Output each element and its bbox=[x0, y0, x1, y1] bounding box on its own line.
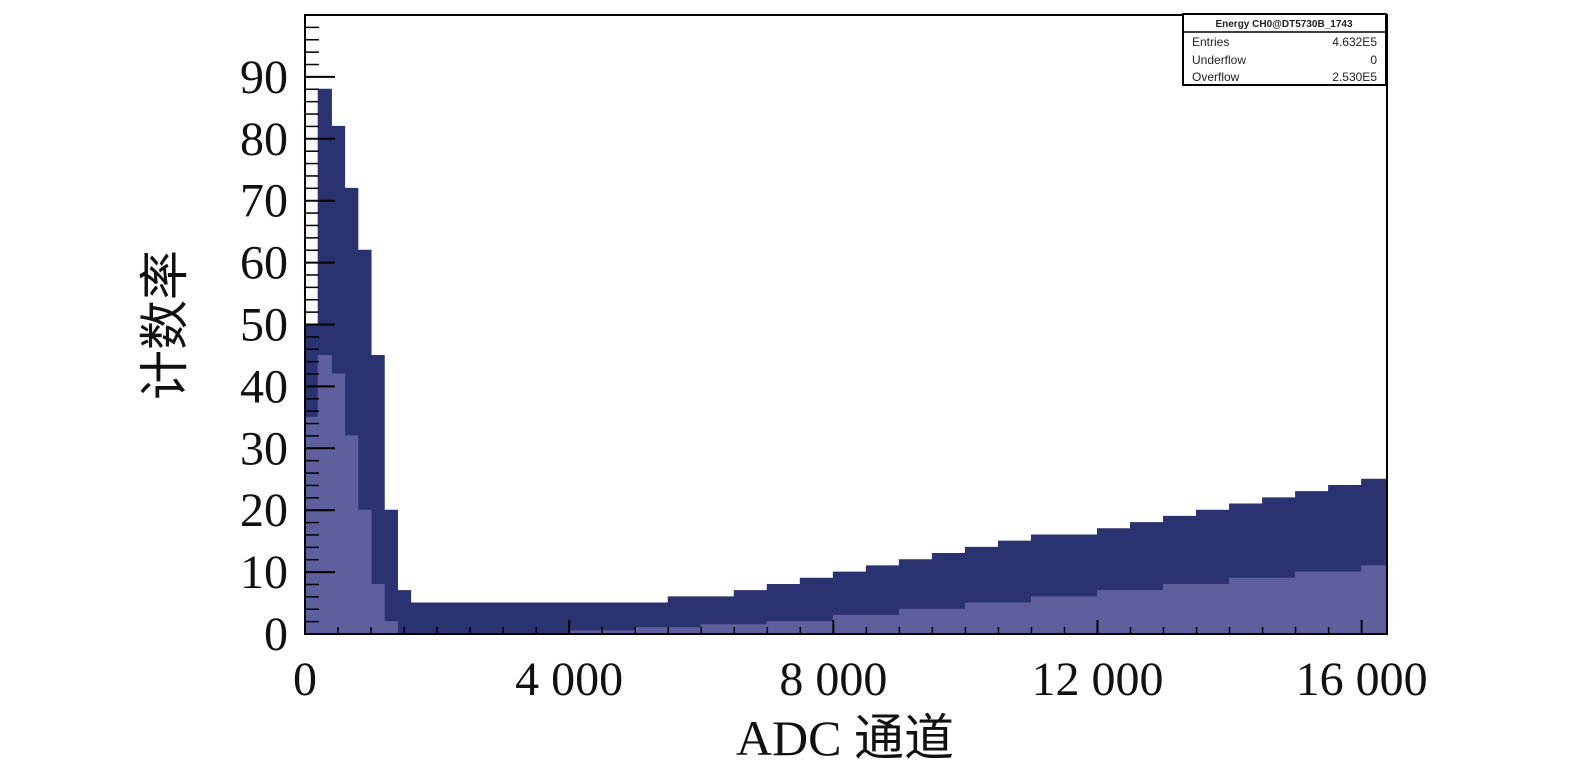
x-axis-label: ADC 通道 bbox=[736, 710, 954, 766]
y-axis: 0 10 20 30 40 50 60 70 80 90 bbox=[240, 26, 335, 661]
y-tick-label: 10 bbox=[240, 546, 288, 599]
total-series bbox=[304, 88, 1388, 635]
component-series bbox=[304, 354, 1388, 635]
stats-box-title: Energy CH0@DT5730B_1743 bbox=[1215, 19, 1352, 30]
stats-underflow-value: 0 bbox=[1370, 53, 1377, 67]
x-tick-label: 4 000 bbox=[515, 653, 623, 706]
y-axis-label: 计数率 bbox=[137, 250, 193, 400]
x-axis: 0 4 000 8 000 12 000 16 000 bbox=[293, 620, 1428, 706]
y-tick-label: 90 bbox=[240, 51, 288, 104]
x-tick-label: 0 bbox=[293, 653, 317, 706]
y-tick-label: 30 bbox=[240, 422, 288, 475]
series-component-area bbox=[304, 354, 1388, 635]
y-tick-label: 60 bbox=[240, 237, 288, 290]
series-total-area bbox=[304, 88, 1388, 635]
stats-overflow-value: 2.530E5 bbox=[1332, 70, 1377, 84]
y-tick-label: 80 bbox=[240, 113, 288, 166]
x-tick-label: 8 000 bbox=[779, 653, 887, 706]
stats-overflow-label: Overflow bbox=[1192, 70, 1240, 84]
y-tick-label: 0 bbox=[264, 608, 288, 661]
x-tick-label: 16 000 bbox=[1296, 653, 1428, 706]
x-tick-label: 12 000 bbox=[1031, 653, 1163, 706]
y-tick-label: 20 bbox=[240, 484, 288, 537]
y-tick-label: 40 bbox=[240, 360, 288, 413]
y-tick-label: 50 bbox=[240, 299, 288, 352]
stats-entries-label: Entries bbox=[1192, 35, 1229, 49]
y-tick-label: 70 bbox=[240, 175, 288, 228]
stats-entries-value: 4.632E5 bbox=[1332, 35, 1377, 49]
stats-box-frame bbox=[1182, 13, 1387, 86]
stats-box: Energy CH0@DT5730B_1743 Entries 4.632E5 … bbox=[1182, 13, 1387, 86]
stats-underflow-label: Underflow bbox=[1192, 53, 1246, 67]
